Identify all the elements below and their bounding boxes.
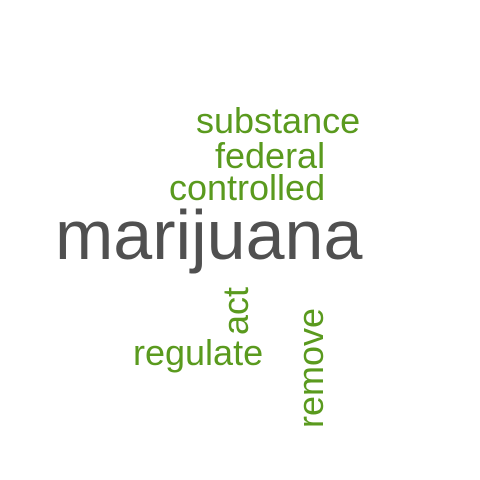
word-substance: substance (196, 100, 361, 141)
word-marijuana: marijuana (55, 196, 363, 274)
word-federal: federal (215, 135, 326, 176)
word-controlled: controlled (169, 167, 326, 208)
word-remove: remove (290, 307, 331, 428)
word-regulate: regulate (133, 332, 264, 373)
word-act: act (215, 286, 256, 335)
